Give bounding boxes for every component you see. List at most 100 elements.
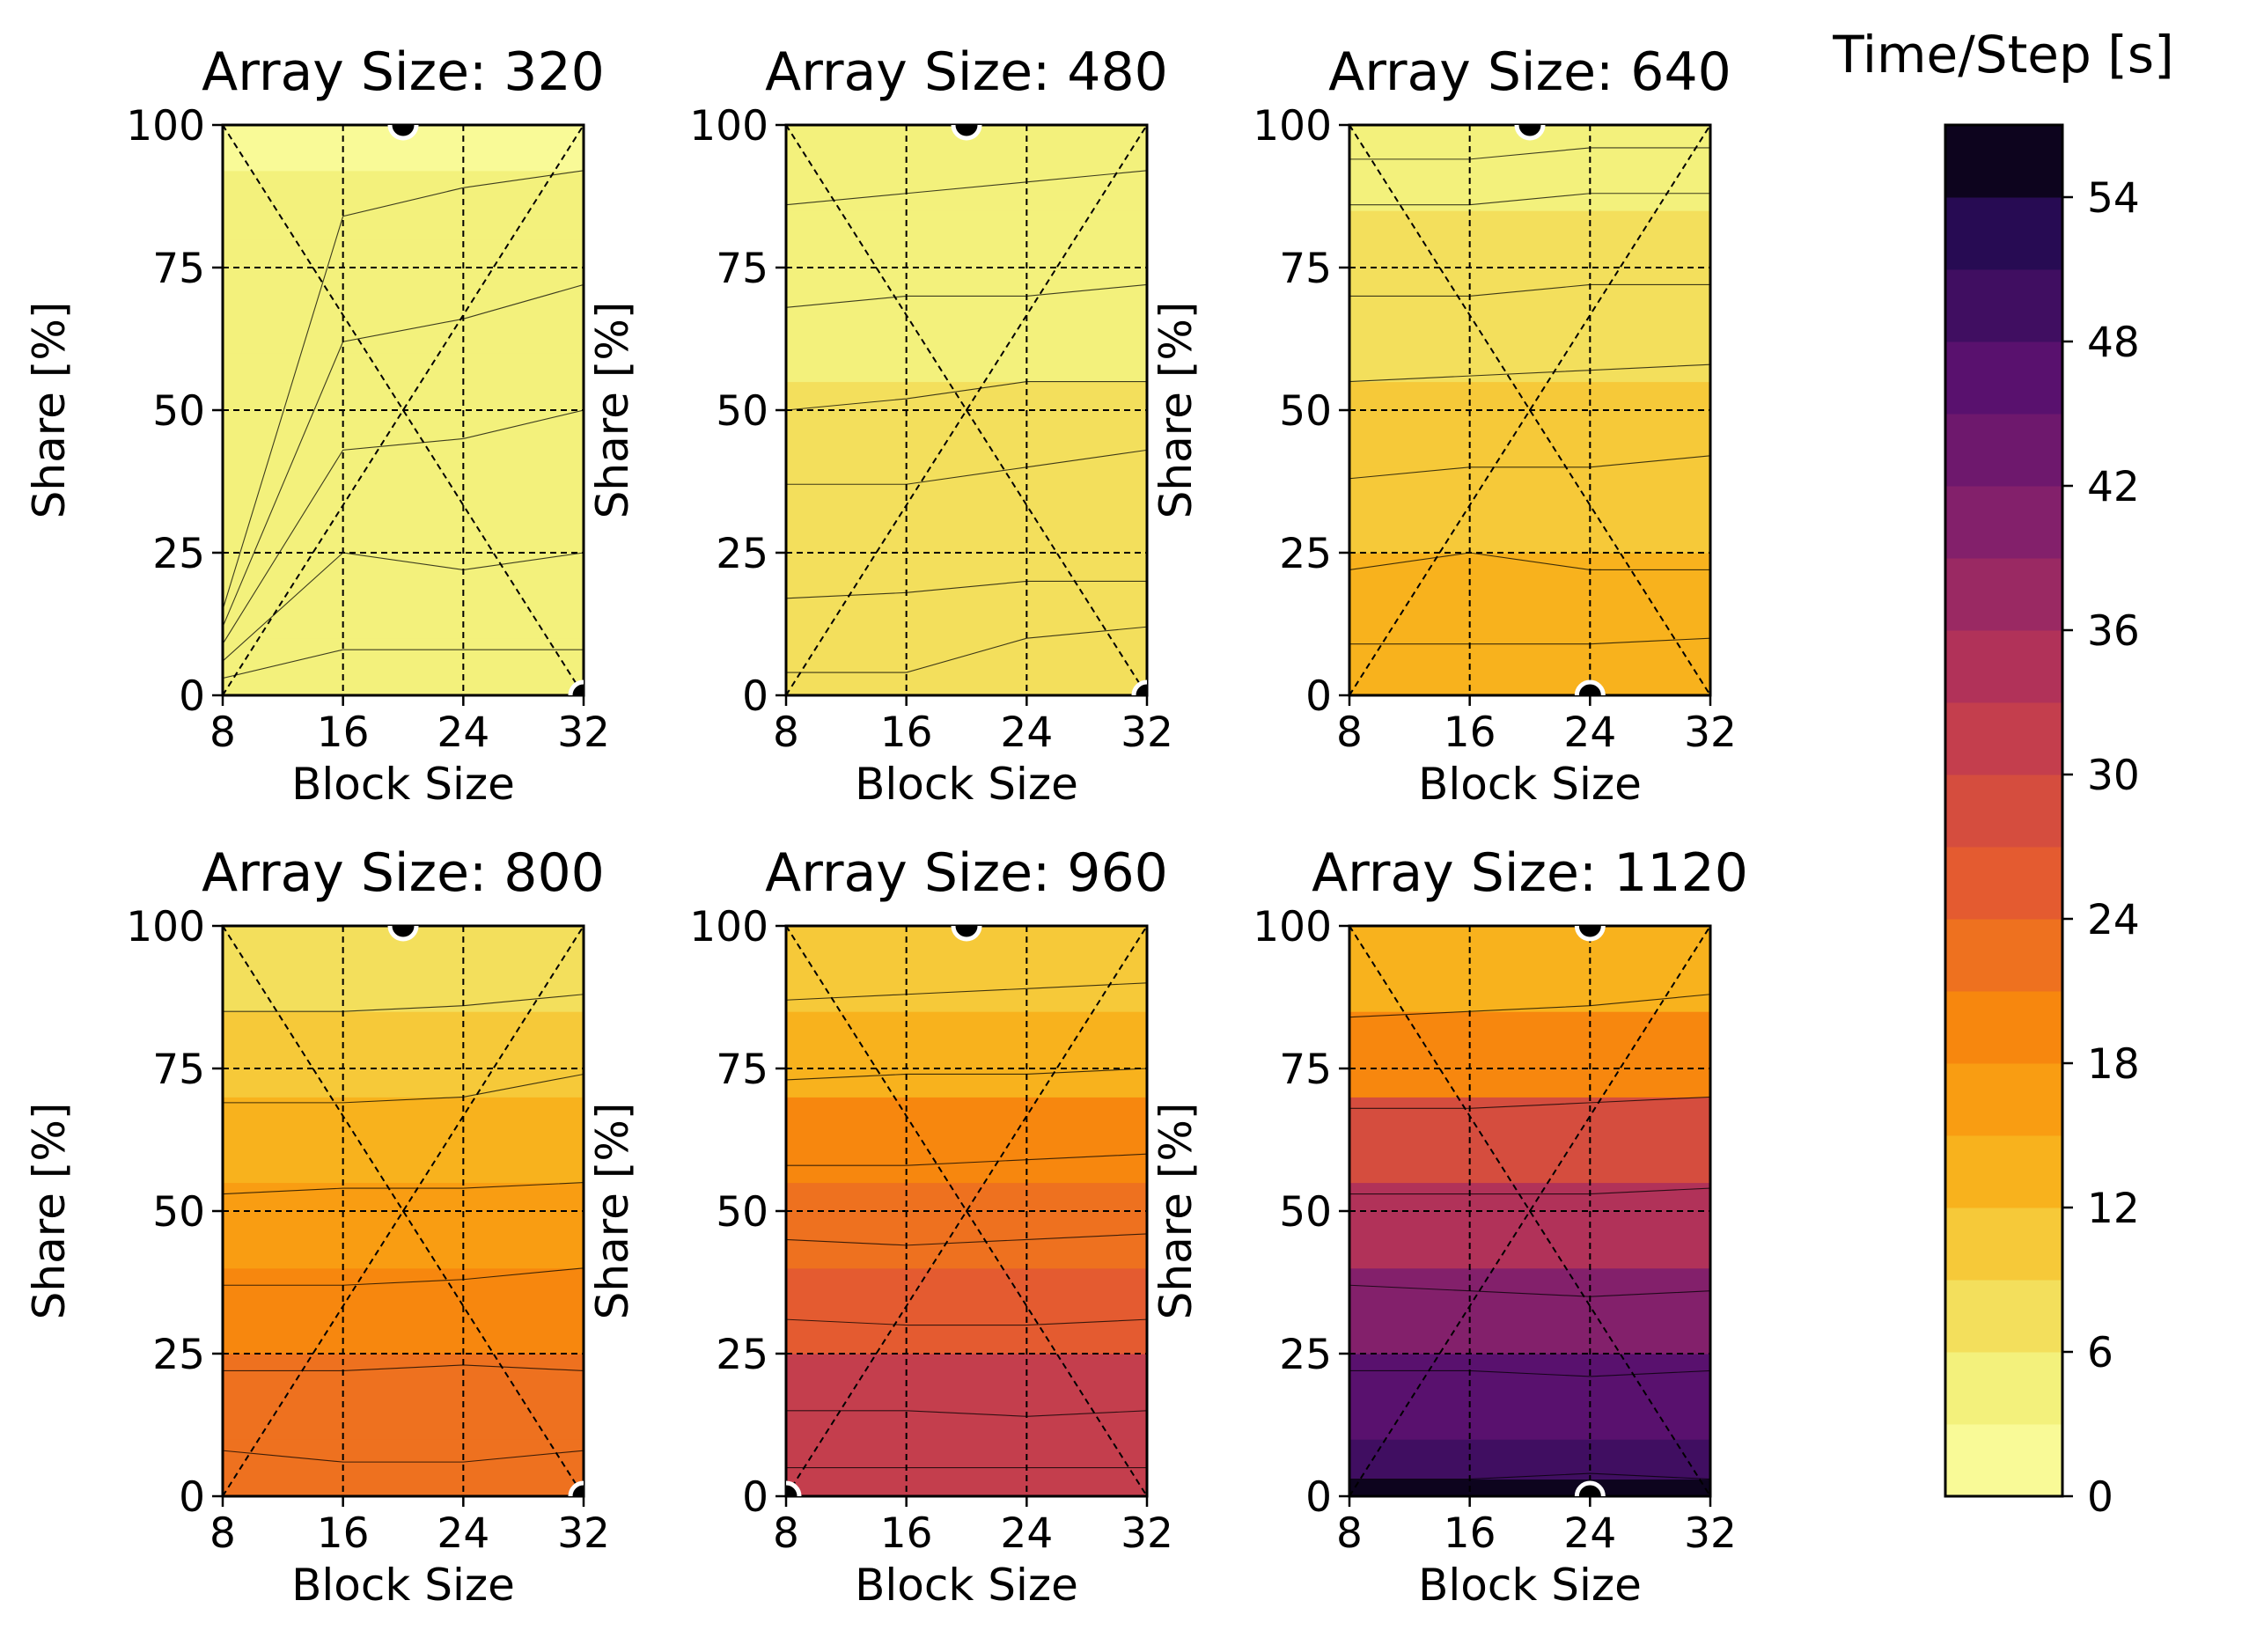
- contour-line: [786, 1068, 1147, 1081]
- diagonal-line: [1349, 925, 1711, 1497]
- colorbar-segment: [1945, 1424, 2062, 1497]
- colorbar-segment: [1945, 269, 2062, 342]
- panel-title: Array Size: 640: [1328, 41, 1731, 103]
- diagonal-line: [785, 925, 1148, 1497]
- x-axis-label: Block Size: [855, 759, 1078, 810]
- colorbar-segment: [1945, 1208, 2062, 1281]
- diagonal-line: [222, 925, 584, 1497]
- colorbar-tick-label: 18: [2087, 1040, 2140, 1089]
- y-axis-label: Share [%]: [587, 1103, 638, 1320]
- panel-title: Array Size: 1120: [1312, 842, 1748, 904]
- contour-line: [223, 994, 584, 1012]
- colorbar-segment: [1945, 1063, 2062, 1136]
- y-tick-label: 0: [179, 1473, 205, 1522]
- x-tick-label: 16: [880, 1509, 933, 1558]
- contour-line: [1349, 147, 1710, 160]
- y-tick-label: 0: [742, 672, 768, 721]
- contour-line: [223, 1073, 584, 1104]
- colorbar-segment: [1945, 847, 2062, 920]
- contour-line: [223, 552, 584, 662]
- colorbar-segment: [1945, 630, 2062, 703]
- colorbar-segment: [1945, 125, 2062, 198]
- y-tick-label: 100: [689, 102, 768, 151]
- contour-band: [223, 1182, 584, 1269]
- contour-band: [1349, 926, 1710, 1012]
- contour-band: [223, 239, 584, 354]
- x-tick-label: 8: [773, 709, 799, 757]
- y-tick-label: 75: [1279, 245, 1332, 293]
- y-tick-label: 75: [152, 1046, 205, 1094]
- x-tick-label: 8: [773, 1509, 799, 1558]
- x-tick-label: 32: [557, 1509, 610, 1558]
- contour-line: [786, 626, 1147, 673]
- x-tick-label: 24: [1000, 709, 1053, 757]
- contour-band: [223, 1011, 584, 1098]
- y-tick-label: 50: [152, 387, 205, 436]
- colorbar-tick-label: 30: [2087, 752, 2140, 800]
- contour-line: [223, 170, 584, 610]
- panel-title: Array Size: 960: [765, 842, 1168, 904]
- contour-line: [1349, 193, 1710, 206]
- contour-line: [1349, 363, 1710, 383]
- diagonal-line: [222, 124, 584, 696]
- y-tick-label: 100: [689, 903, 768, 951]
- x-tick-label: 32: [1121, 1509, 1173, 1558]
- x-axis-label: Block Size: [1418, 759, 1642, 810]
- diagonal-line: [785, 124, 1148, 696]
- x-tick-label: 16: [1444, 1509, 1496, 1558]
- colorbar-tick-label: 0: [2087, 1473, 2113, 1522]
- panel-4: 8 16 24 32 0 25 50 75 100 Block Size Share [%] Arra…: [587, 842, 1173, 1611]
- x-tick-label: 8: [1336, 709, 1363, 757]
- contour-line: [1349, 283, 1710, 297]
- contour-band: [1349, 1354, 1710, 1440]
- y-tick-label: 25: [1279, 530, 1332, 578]
- colorbar-segment: [1945, 991, 2062, 1064]
- x-tick-label: 24: [1563, 709, 1616, 757]
- y-tick-label: 100: [126, 903, 205, 951]
- contour-band: [786, 1097, 1147, 1184]
- colorbar-segment: [1945, 775, 2062, 848]
- contour-fill: [223, 125, 584, 695]
- panel-5: 8 16 24 32 0 25 50 75 100 Block Size Share [%] Arra…: [1150, 842, 1748, 1611]
- contour-line: [223, 649, 584, 679]
- contour-line: [223, 1182, 584, 1195]
- x-tick-label: 32: [557, 709, 610, 757]
- colorbar-tick-label: 42: [2087, 463, 2140, 511]
- contour-line: [786, 1153, 1147, 1166]
- contour-line: [223, 1267, 584, 1286]
- contour-line: [1349, 1284, 1710, 1297]
- contour-band: [1349, 1011, 1710, 1098]
- contour-band: [786, 381, 1147, 468]
- diagonal-line: [222, 925, 584, 1497]
- colorbar-frame: [1944, 123, 2064, 1498]
- contour-line: [786, 170, 1147, 206]
- optimum-marker: [951, 926, 982, 942]
- contour-line: [786, 283, 1147, 308]
- contour-band: [223, 1439, 584, 1496]
- optimum-marker: [1574, 1480, 1606, 1496]
- colorbar-segment: [1945, 702, 2062, 775]
- contour-band: [1349, 553, 1710, 639]
- colorbar-tick-label: 24: [2087, 896, 2140, 944]
- contour-band: [1349, 210, 1710, 297]
- y-tick-label: 25: [152, 530, 205, 578]
- contour-line: [1349, 994, 1710, 1018]
- colorbar-segment: [1945, 1352, 2062, 1425]
- x-tick-label: 8: [1336, 1509, 1363, 1558]
- y-tick-label: 25: [152, 1331, 205, 1379]
- colorbar-tick-label: 36: [2087, 607, 2140, 656]
- contour-band: [1349, 638, 1710, 695]
- contour-band: [786, 1267, 1147, 1355]
- diagonal-line: [1349, 124, 1711, 696]
- contour-line: [1349, 1187, 1710, 1195]
- y-tick-label: 50: [152, 1188, 205, 1237]
- colorbar: 0 6 12 18 24 30 36 42 48 54 Time/Step [s]: [1832, 25, 2173, 1522]
- diagonal-line: [222, 124, 584, 696]
- colorbar-segment: [1945, 414, 2062, 487]
- x-tick-label: 8: [209, 709, 236, 757]
- contour-line: [223, 409, 584, 644]
- colorbar-segment: [1945, 197, 2062, 270]
- x-tick-label: 32: [1121, 709, 1173, 757]
- contour-line: [786, 1410, 1147, 1417]
